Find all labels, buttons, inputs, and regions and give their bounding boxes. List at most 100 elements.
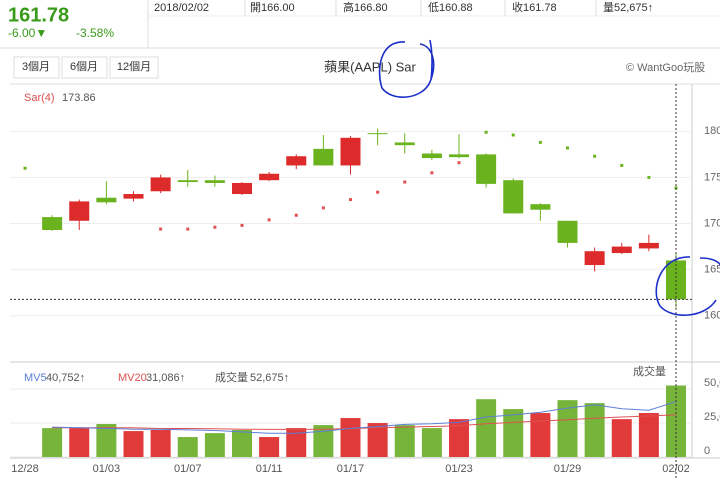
sar-dot [566,146,569,150]
sar-dot [186,227,190,231]
volume-bar [340,418,361,457]
x-tick-label: 01/11 [256,463,283,475]
volume-bar [421,428,442,457]
volume-bar [286,428,307,457]
y-tick-label: 180 [704,125,720,137]
range-button[interactable] [61,56,108,79]
sar-dot [349,198,352,202]
volume-bar [42,428,63,457]
volume-bar [530,413,551,457]
volume-bar [69,428,90,457]
candle-body [69,201,90,221]
header-volume: 量52,675↑ [603,1,653,14]
button-label[interactable]: 3個月 [22,60,50,73]
header-low: 低160.88 [428,1,473,14]
sar-legend-value: 173.86 [62,92,96,104]
sar-dot [403,180,407,184]
sar-dot [430,171,434,175]
mv20-legend-value: 31,086↑ [146,372,185,384]
volume-bar [150,429,171,457]
candle-body [584,251,605,266]
y-tick-label: 160 [704,310,720,322]
candle-body [232,182,252,195]
volume-bar [638,413,659,457]
candle-body [394,142,415,146]
volume-bar [204,433,225,457]
header-close: 收161.78 [512,0,557,14]
range-button[interactable] [109,56,159,79]
sar-dot [267,218,271,222]
x-tick-label: 01/07 [174,463,202,475]
sar-dot [674,186,678,190]
candle-body [530,204,551,210]
x-tick-label: 01/17 [337,463,365,475]
percent: -3.58% [76,26,114,40]
candle-body [177,180,198,183]
source: © WantGoo玩股 [626,61,705,74]
button-label[interactable]: 6個月 [70,60,98,73]
range-button[interactable] [13,56,60,79]
candle-body [204,180,225,183]
candle-body [611,246,632,254]
mv5-legend-name: MV5 [24,372,47,384]
volume-bar [232,429,252,457]
volume-legend-value: 52,675↑ [250,372,289,384]
sar-dot [376,190,380,194]
candle-body [421,153,442,159]
candle-body [449,154,469,158]
candle-body [340,137,361,166]
candle-body [476,154,497,184]
header-high: 高166.80 [343,0,388,14]
sar-dot [457,161,461,165]
volume-bar [449,419,469,457]
header-date: 2018/02/02 [154,2,209,14]
volume-bar [367,423,388,457]
mv5-line [52,401,677,434]
volume-bar [394,425,415,457]
sar-dot [538,140,542,144]
sar-dot [294,213,298,217]
sar-dot [23,166,27,170]
mv20-line [52,414,677,430]
candle-body [666,260,686,300]
volume-bar [313,425,334,457]
hand-drawn-circle [655,256,720,316]
candle-body [150,177,171,192]
sar-dot [159,227,163,231]
sar-dot [647,175,651,179]
candle-body [42,217,63,230]
mv20-legend-name: MV20 [118,372,147,384]
x-tick-label: 01/03 [93,463,121,475]
volume-bar [123,431,144,457]
hand-drawn-circle [378,39,435,98]
volume-bar [259,437,280,457]
candle-body [96,197,117,203]
volume-bar [503,409,524,457]
change: -6.00▼ [8,26,47,40]
y2-tick-label: 25,000 [704,411,720,423]
candle-body [259,173,280,181]
sar-dot [240,223,244,227]
volume-bar [611,419,632,457]
chart-title: 蘋果(AAPL) Sar [324,59,416,74]
button-label[interactable]: 12個月 [117,60,151,73]
header-open: 開166.00 [250,1,295,14]
y-tick-label: 170 [704,217,720,229]
mv5-legend-value: 40,752↑ [46,372,85,384]
volume-bar [177,437,198,457]
sar-dot [321,206,325,210]
candle-body [123,194,144,199]
volume-legend-name: 成交量 [215,370,248,384]
volume-panel-label: 成交量 [633,364,666,378]
sar-dot [511,133,515,137]
y2-tick-label: 50,000 [704,377,720,389]
candle-body [503,180,524,214]
candle-body [367,133,388,135]
candle-body [286,156,307,166]
y-tick-label: 165 [704,264,720,276]
sar-legend-name: Sar(4) [24,92,55,104]
candle-body [313,148,334,166]
volume-bar [96,424,117,457]
sar-dot [484,130,488,134]
